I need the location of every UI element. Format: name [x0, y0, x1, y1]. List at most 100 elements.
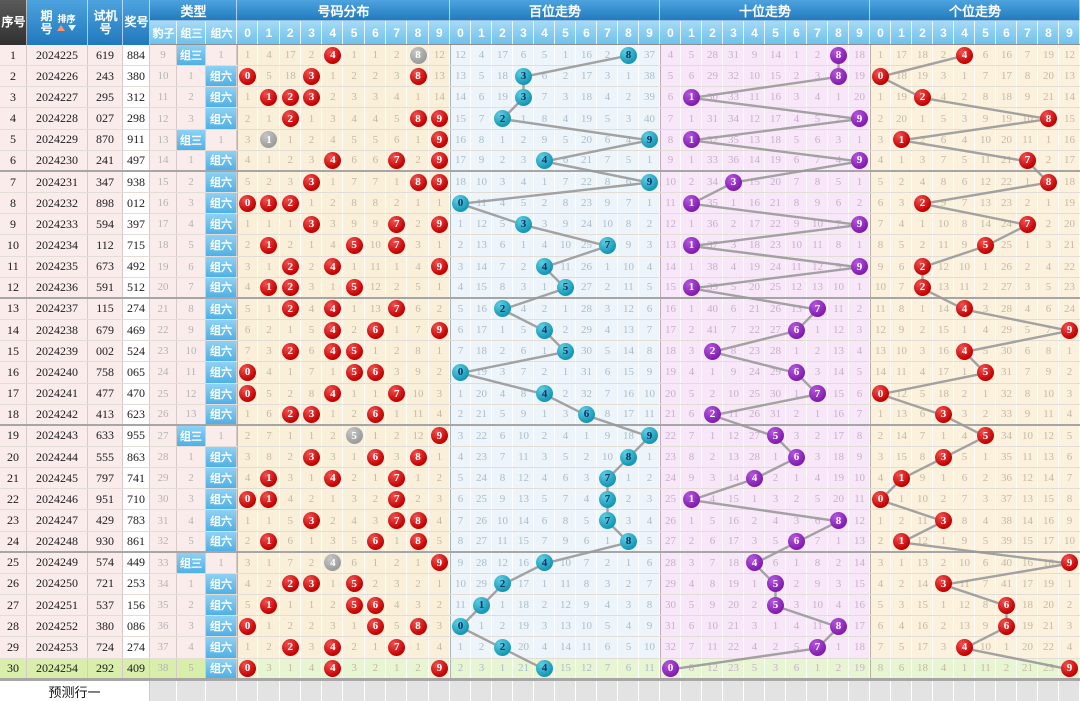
miss-cell: 2: [891, 172, 912, 192]
sort-desc-icon[interactable]: [68, 25, 76, 31]
miss-cell: 29: [996, 320, 1017, 340]
miss-cell: 9: [702, 595, 723, 615]
miss-cell: 1: [681, 257, 702, 277]
miss-cell: 4: [322, 151, 343, 170]
miss-cell: 26: [660, 510, 681, 530]
miss-cell: 11: [891, 362, 912, 382]
sort-asc-icon[interactable]: [57, 25, 65, 31]
group3-cell: 3: [177, 193, 206, 214]
miss-cell: 17: [492, 45, 513, 65]
miss-cell: 2: [365, 489, 386, 509]
miss-cell: 5: [576, 510, 597, 530]
miss-cell: 1: [828, 87, 849, 107]
miss-cell: 8: [513, 384, 534, 404]
miss-cell: 11: [954, 278, 975, 297]
hundreds-ball: 4: [536, 321, 553, 339]
section-shi: 17 2 41 7 22 27 6 1 12 3: [660, 320, 870, 341]
table-row: 10 2024234 112 715 18 5 组六 2 1 2 1 4 5 10 7 3 1 2 13 6 1 4 10 2…: [0, 235, 1080, 257]
leopard-miss-cell: 38: [150, 658, 177, 678]
issue-cell: 2024239: [27, 341, 88, 362]
miss-cell: 1: [258, 235, 279, 255]
miss-cell: 12: [471, 214, 492, 234]
miss-cell: 1: [258, 87, 279, 107]
section-bai: 12 4 17 6 5 1 16 2 8 37: [450, 45, 660, 66]
miss-cell: 3: [301, 214, 322, 234]
miss-cell: 7: [471, 108, 492, 128]
miss-cell: 5: [237, 299, 258, 319]
miss-cell: 5: [786, 637, 807, 657]
issue-cell: 2024253: [27, 637, 88, 658]
issue-cell: 2024250: [27, 573, 88, 595]
miss-cell: 10: [1059, 532, 1080, 551]
miss-cell: 3: [258, 341, 279, 361]
miss-cell: 2: [534, 193, 555, 213]
miss-cell: 3: [513, 214, 534, 234]
prize-number-cell: 274: [123, 298, 150, 320]
miss-cell: 7: [450, 510, 471, 530]
miss-cell: 1: [492, 659, 513, 678]
miss-cell: 18: [492, 66, 513, 86]
miss-cell: 1: [237, 637, 258, 657]
miss-cell: 13: [513, 489, 534, 509]
miss-cell: 1: [513, 108, 534, 128]
digit-header: 0: [870, 21, 891, 44]
miss-cell: 7: [891, 278, 912, 297]
miss-cell: 12: [618, 299, 639, 319]
miss-cell: 7: [1038, 320, 1059, 340]
table-row: 27 2024251 537 156 35 2 组六 5 1 1 1 2 5 6 4 3 2 11 1 1 18 2 12 9…: [0, 595, 1080, 617]
sort-control[interactable]: 排序: [57, 14, 76, 31]
miss-cell: 40: [702, 299, 723, 319]
miss-cell: 7: [870, 637, 891, 657]
miss-cell: 4: [786, 616, 807, 636]
miss-cell: 3: [450, 426, 471, 446]
miss-cell: 1: [744, 489, 765, 509]
miss-cell: 6: [450, 489, 471, 509]
miss-cell: 1: [450, 214, 471, 234]
miss-cell: 4: [576, 489, 597, 509]
section-bai: 14 6 19 3 7 3 18 4 2 39: [450, 87, 660, 108]
miss-cell: 2: [343, 320, 364, 340]
miss-cell: 8: [828, 66, 849, 86]
units-ball: 4: [956, 300, 973, 318]
miss-cell: 1: [407, 87, 428, 107]
group3-cell: 组三: [177, 45, 206, 66]
miss-cell: 11: [365, 257, 386, 277]
issue-cell: 2024230: [27, 150, 88, 170]
group6-cell: 组六: [206, 468, 237, 489]
section-ge: 2 1 12 1 9 5 39 15 17 10: [870, 531, 1080, 551]
hundreds-ball: 8: [620, 532, 637, 550]
miss-cell: 9: [870, 257, 891, 277]
miss-cell: 2: [471, 637, 492, 657]
prize-ball: 3: [303, 512, 321, 530]
miss-cell: 6: [1059, 447, 1080, 467]
miss-cell: 3: [597, 66, 618, 86]
tens-ball: 8: [830, 512, 847, 530]
miss-cell: 1: [450, 384, 471, 404]
miss-cell: 1: [365, 45, 386, 65]
miss-cell: 2: [280, 574, 301, 594]
miss-cell: 19: [660, 362, 681, 382]
prize-ball: 9: [430, 151, 448, 169]
miss-cell: 12: [849, 510, 870, 530]
test-number-cell: 241: [88, 150, 123, 170]
miss-cell: 2: [280, 151, 301, 170]
digit-header: 1: [258, 21, 280, 44]
test-number-cell: 679: [88, 320, 123, 341]
prize-ball: 4: [324, 342, 342, 360]
miss-cell: 1: [639, 151, 660, 170]
miss-cell: 3: [933, 510, 954, 530]
miss-cell: 1: [365, 637, 386, 657]
miss-cell: 2: [365, 66, 386, 86]
miss-cell: 8: [870, 235, 891, 255]
miss-cell: 14: [975, 214, 996, 234]
miss-cell: 5: [1038, 278, 1059, 297]
miss-cell: 0: [237, 659, 258, 678]
miss-cell: 2: [280, 235, 301, 255]
miss-cell: 6: [954, 468, 975, 488]
seq-cell: 18: [0, 404, 27, 424]
miss-cell: 8: [618, 45, 639, 65]
miss-cell: 1: [954, 659, 975, 678]
miss-cell: 37: [996, 489, 1017, 509]
group3-cell: 组三: [177, 129, 206, 150]
